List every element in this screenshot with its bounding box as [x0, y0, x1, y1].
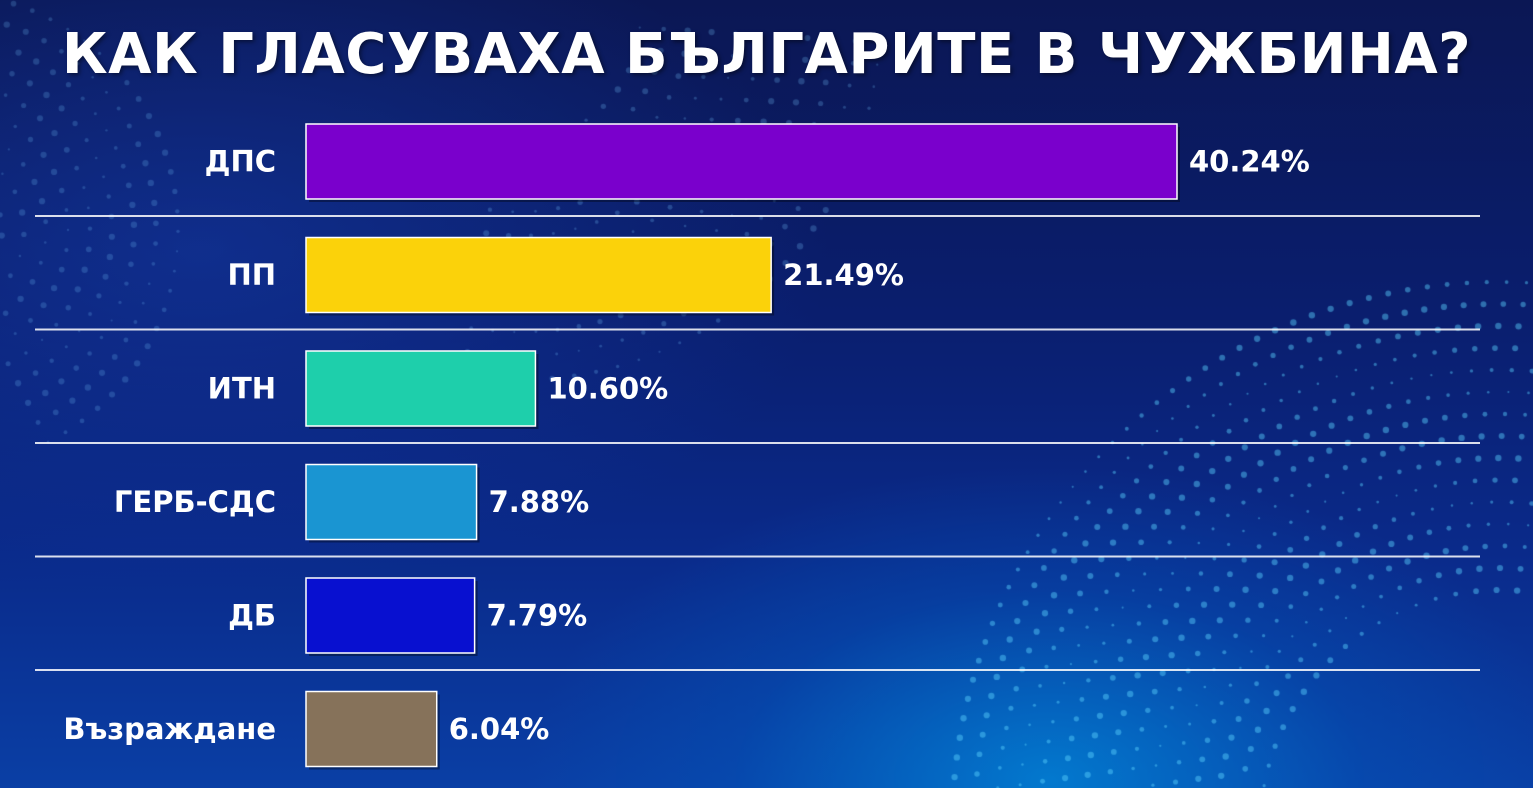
category-label-герб-сдс: ГЕРБ-СДС [114, 485, 276, 519]
bar-герб-сдс [305, 463, 478, 541]
chart-title: КАК ГЛАСУВАХА БЪЛГАРИТЕ В ЧУЖБИНА? [61, 22, 1472, 87]
bar-дпс [305, 123, 1178, 200]
bar-възраждане [305, 690, 438, 768]
category-label-дб: ДБ [228, 599, 276, 633]
value-label-възраждане: 6.04% [449, 712, 550, 746]
bar-пп [305, 236, 772, 314]
value-label-итн: 10.60% [547, 372, 668, 406]
bar-дб [305, 577, 476, 654]
bar-итн [305, 350, 537, 427]
category-label-дпс: ДПС [205, 145, 276, 179]
category-label-итн: ИТН [208, 372, 276, 406]
value-label-герб-сдс: 7.88% [489, 485, 590, 519]
value-label-дб: 7.79% [487, 599, 588, 633]
category-label-пп: ПП [227, 258, 276, 292]
category-label-възраждане: Възраждане [63, 712, 276, 746]
value-label-пп: 21.49% [783, 258, 904, 292]
value-label-дпс: 40.24% [1189, 145, 1310, 179]
